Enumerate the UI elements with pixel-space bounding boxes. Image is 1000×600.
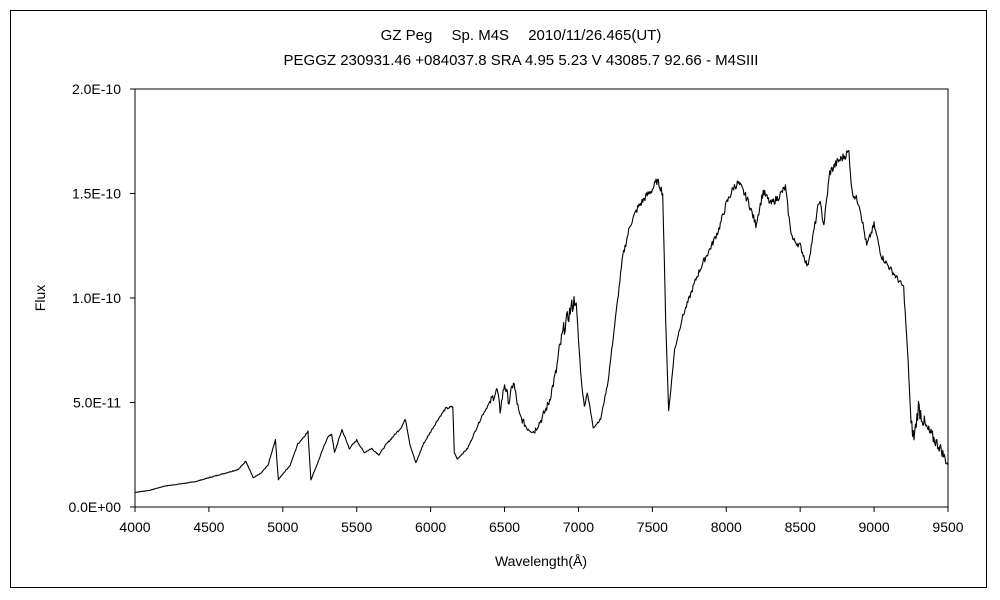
chart-subtitle: PEGGZ 230931.46 +084037.8 SRA 4.95 5.23 …	[284, 52, 759, 69]
y-tick-label: 2.0E-10	[72, 81, 121, 97]
x-tick-label: 9000	[859, 519, 890, 535]
y-tick-label: 0.0E+00	[68, 499, 121, 515]
y-axis-label: Flux	[32, 285, 48, 311]
x-tick-label: 4500	[193, 519, 224, 535]
x-axis-ticks: 4000 4500 5000 5500 6000 6500 7000 7500 8000 8500…	[119, 507, 964, 535]
y-tick-label: 1.5E-10	[72, 186, 121, 202]
x-tick-label: 9500	[932, 519, 963, 535]
x-tick-label: 6500	[489, 519, 520, 535]
spectrum-line	[134, 150, 949, 493]
y-tick-label: 5.0E-11	[73, 395, 121, 411]
x-tick-label: 6000	[415, 519, 446, 535]
x-tick-label: 8500	[785, 519, 816, 535]
x-tick-label: 5000	[267, 519, 298, 535]
x-tick-label: 7500	[637, 519, 668, 535]
chart-title: GZ Peg Sp. M4S 2010/11/26.465(UT)	[381, 27, 662, 44]
x-tick-label: 5500	[341, 519, 372, 535]
y-tick-label: 1.0E-10	[72, 290, 121, 306]
plot-area	[134, 88, 949, 508]
x-tick-label: 8000	[711, 519, 742, 535]
chart-frame	[10, 10, 987, 588]
y-axis-ticks: 0.0E+00 5.0E-11 1.0E-10 1.5E-10 2.0E-10	[68, 81, 135, 515]
x-tick-label: 7000	[563, 519, 594, 535]
x-tick-label: 4000	[119, 519, 150, 535]
x-axis-label: Wavelength(Å)	[495, 553, 587, 569]
